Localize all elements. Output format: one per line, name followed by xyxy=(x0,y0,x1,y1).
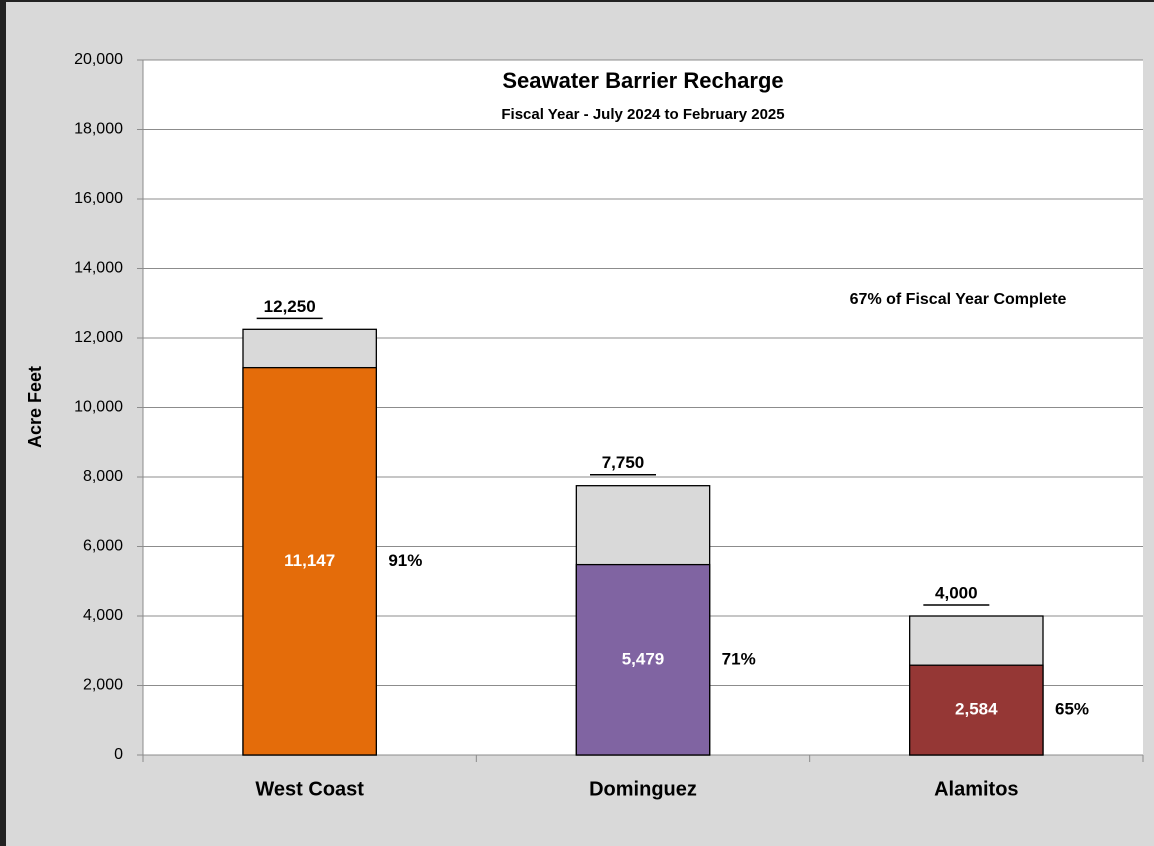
y-tick-label: 4,000 xyxy=(83,607,123,624)
chart-subtitle: Fiscal Year - July 2024 to February 2025 xyxy=(501,106,784,123)
value-label: 5,479 xyxy=(622,649,665,668)
x-tick-label: West Coast xyxy=(255,778,364,800)
value-label: 11,147 xyxy=(284,551,335,570)
y-tick-label: 8,000 xyxy=(83,468,123,485)
y-axis-label: Acre Feet xyxy=(25,366,45,448)
y-tick-label: 10,000 xyxy=(74,399,123,416)
percent-label: 65% xyxy=(1055,700,1089,719)
bar xyxy=(242,366,377,756)
chart-title: Seawater Barrier Recharge xyxy=(502,68,783,93)
annotation: 67% of Fiscal Year Complete xyxy=(850,291,1067,308)
y-tick-label: 14,000 xyxy=(74,260,123,277)
x-tick-label: Dominguez xyxy=(589,778,697,800)
value-label: 12,250 xyxy=(264,297,316,316)
bar xyxy=(909,664,1044,756)
y-tick-label: 18,000 xyxy=(74,121,123,138)
y-tick-label: 6,000 xyxy=(83,538,123,555)
value-label: 4,000 xyxy=(935,583,978,602)
x-tick-label: Alamitos xyxy=(934,778,1018,800)
percent-label: 91% xyxy=(388,551,422,570)
y-tick-label: 2,000 xyxy=(83,677,123,694)
y-tick-label: 20,000 xyxy=(74,51,123,68)
y-tick-label: 12,000 xyxy=(74,329,123,346)
value-label: 2,584 xyxy=(955,700,998,719)
y-tick-label: 16,000 xyxy=(74,190,123,207)
bar xyxy=(575,563,711,756)
percent-label: 71% xyxy=(722,649,756,668)
value-label: 7,750 xyxy=(602,453,645,472)
y-tick-label: 0 xyxy=(114,746,123,763)
